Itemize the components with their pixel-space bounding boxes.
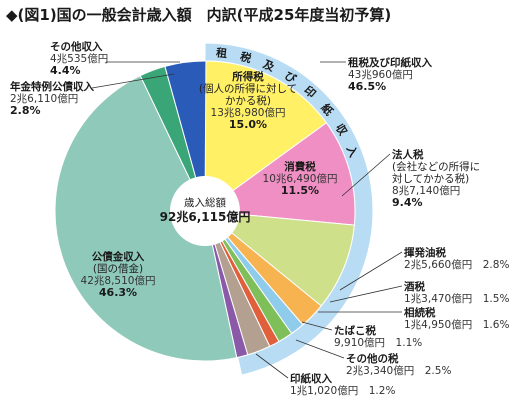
ring-label: 租税及び印紙収入 [348, 56, 432, 69]
slice-name: 印紙収入 [290, 372, 332, 385]
leader-line [339, 251, 403, 291]
leader-line [301, 321, 333, 331]
slice-amount-percent: 2兆3,340億円 2.5% [346, 364, 451, 377]
slice-percent: 4.4% [50, 64, 81, 77]
slice-note: かかる税) [225, 94, 271, 107]
slice-name: 年金特例公債収入 [10, 80, 94, 93]
slice-name: 相続税 [404, 306, 436, 319]
slice-percent: 2.8% [10, 104, 41, 117]
slice-percent: 46.3% [99, 286, 137, 299]
slice-amount: 10兆6,490億円 [263, 172, 338, 185]
slice-labels: 租税及び印紙収入43兆960億円46.5%所得税(個人の所得に対してかかる税)1… [10, 40, 509, 397]
slice-public-bonds [54, 75, 238, 362]
slice-amount: 2兆6,110億円 [10, 92, 78, 105]
leader-line [329, 285, 403, 303]
slice-percent: 11.5% [281, 184, 319, 197]
slice-note: (会社などの所得に [392, 160, 480, 173]
slice-amount: 4兆535億円 [50, 52, 108, 65]
slice-name: 酒税 [404, 280, 425, 293]
slice-amount-percent: 1兆1,020億円 1.2% [290, 384, 395, 397]
slice-amount-percent: 1兆4,950億円 1.6% [404, 318, 509, 331]
slice-amount-percent: 2兆5,660億円 2.8% [404, 258, 509, 271]
ring-char: 入 [344, 144, 360, 159]
slice-note: (国の借金) [93, 262, 143, 275]
slice-name: たばこ税 [334, 324, 376, 337]
slice-income-tax [204, 60, 328, 212]
slice-name: 公債金収入 [92, 250, 145, 263]
slice-percent: 15.0% [229, 118, 267, 131]
slice-amount: 42兆8,510億円 [81, 274, 156, 287]
leader-line [295, 339, 345, 359]
slice-amount: 13兆8,980億円 [211, 106, 286, 119]
slice-corporate-tax [203, 210, 355, 307]
slice-consumption-tax [203, 122, 356, 226]
center-hole [170, 176, 240, 246]
slice-name: 揮発油税 [404, 246, 446, 259]
leader-line [341, 153, 391, 197]
ring-amount: 43兆960億円 [348, 68, 413, 81]
chart-title: ◆(図1)国の一般会計歳入額 内訳(平成25年度当初予算) [6, 6, 391, 24]
ring-char: 租 [215, 46, 227, 60]
leader-lines [91, 61, 403, 379]
slice-name: 消費税 [284, 160, 316, 173]
slice-name: その他の税 [346, 352, 399, 365]
slice-name: 法人税 [392, 148, 424, 161]
slice-name: 所得税 [232, 70, 264, 83]
center-label: 歳入総額 [184, 196, 226, 209]
slice-amount-percent: 9,910億円 1.1% [334, 336, 422, 349]
center-total: 92兆6,115億円 [160, 209, 251, 224]
ring-percent: 46.5% [348, 80, 386, 93]
leader-line [255, 353, 289, 379]
ring-char: 税 [239, 49, 253, 65]
pie-slices [54, 60, 356, 362]
slice-amount-percent: 1兆3,470億円 1.5% [404, 292, 509, 305]
slice-name: その他収入 [50, 40, 103, 53]
slice-note: (個人の所得に対して [199, 82, 297, 95]
slice-percent: 9.4% [392, 196, 423, 209]
slice-amount: 8兆7,140億円 [392, 184, 460, 197]
slice-other-revenue [164, 60, 207, 212]
leader-line [91, 73, 175, 89]
slice-note: 対してかかる税) [392, 172, 469, 185]
